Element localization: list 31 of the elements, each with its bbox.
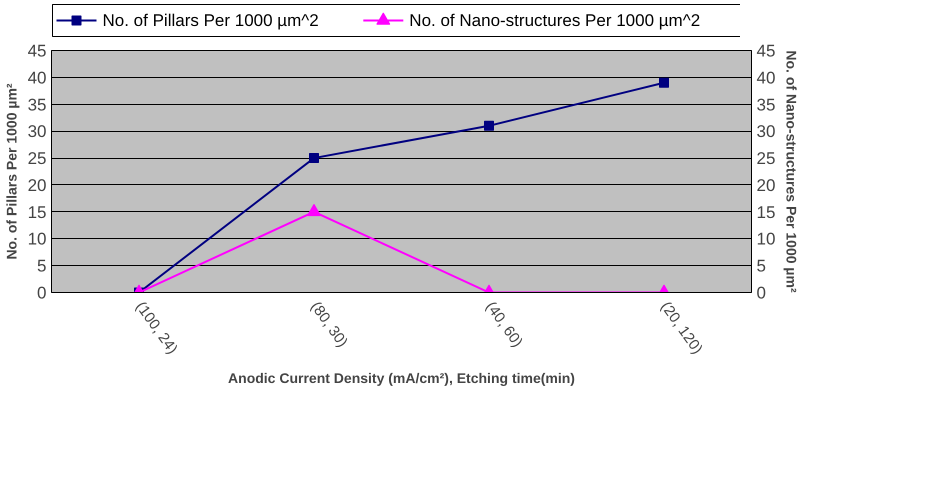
legend-label: No. of Pillars Per 1000 µm^2 <box>102 11 319 30</box>
y-tick-label: 5 <box>37 256 47 276</box>
y-tick-label: 10 <box>28 230 47 249</box>
y2-tick-label: 10 <box>756 230 776 249</box>
y-tick-label: 0 <box>37 284 47 302</box>
y2-tick-label: 25 <box>756 149 776 168</box>
y2-tick-label: 40 <box>756 68 776 88</box>
y2-axis-title: No. of Nano-structures Per 1000 µm² <box>783 50 800 293</box>
y-tick-label: 30 <box>28 122 47 142</box>
y-tick-label: 25 <box>28 149 47 168</box>
point <box>484 120 494 131</box>
point <box>659 78 669 88</box>
x-axis-title: Anodic Current Density (mA/cm²), Etching time(min) <box>228 370 575 386</box>
x-tick-label: (40, 60) <box>482 298 526 350</box>
y-tick-label: 35 <box>28 95 47 114</box>
y-tick-label: 40 <box>28 68 47 88</box>
point <box>307 204 321 216</box>
y-tick-label: 20 <box>28 176 47 195</box>
y2-tick-label: 0 <box>756 284 766 302</box>
y2-tick-label: 20 <box>756 176 776 195</box>
y2-tick-label: 15 <box>756 202 776 222</box>
y2-tick-label: 35 <box>756 95 776 114</box>
y-tick-label: 45 <box>28 42 47 60</box>
y2-tick-label: 5 <box>756 256 766 276</box>
point <box>309 153 319 164</box>
y2-tick-label: 30 <box>756 122 776 142</box>
y2-tick-label: 45 <box>756 42 776 60</box>
legend-label: No. of Nano-structures Per 1000 µm^2 <box>409 11 700 30</box>
y-axis-title: No. of Pillars Per 1000 µm² <box>4 83 20 260</box>
x-tick-label: (80, 30) <box>307 298 351 350</box>
y-tick-label: 15 <box>28 202 47 222</box>
